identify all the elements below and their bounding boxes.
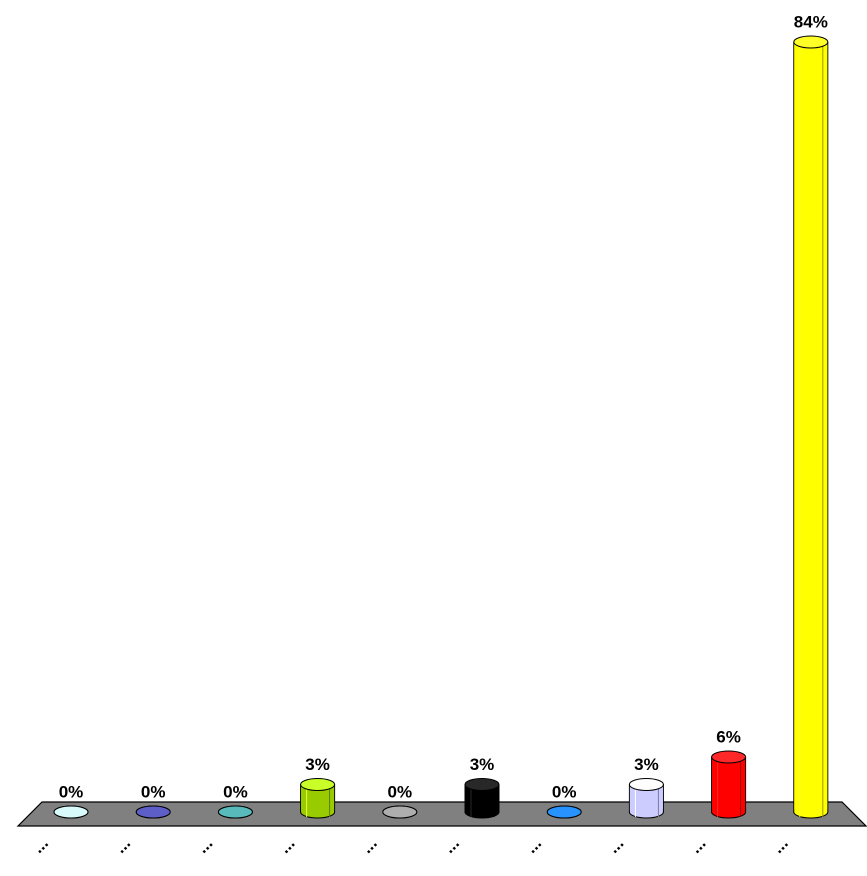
bar [300,778,336,819]
value-label: 0% [59,782,84,801]
bar-top [546,805,582,819]
bar-top [53,805,89,819]
x-tick-label: ... [604,834,627,857]
value-label: 3% [305,755,330,774]
value-label: 0% [552,782,577,801]
value-label: 3% [470,755,495,774]
x-tick-label: ... [193,834,216,857]
bar [217,805,253,819]
bar [382,805,418,819]
bar-top [793,35,829,49]
value-label: 0% [388,782,413,801]
bar [546,805,582,819]
value-label: 0% [141,782,166,801]
value-label: 84% [794,12,828,31]
bar-top [464,778,500,791]
bar [711,750,747,819]
x-tick-label: ... [275,834,298,857]
x-tick-label: ... [29,834,52,857]
x-tick-label: ... [357,834,380,857]
bar [53,805,89,819]
bar-top [382,805,418,819]
bar [464,778,500,819]
x-tick-label: ... [522,834,545,857]
x-tick-label: ... [440,834,463,857]
bar [793,35,829,819]
x-tick-label: ... [768,834,791,857]
bar-top [135,805,171,819]
x-tick-label: ... [686,834,709,857]
bar [135,805,171,819]
bar-top [711,750,747,764]
bar-top [300,778,336,791]
value-label: 0% [223,782,248,801]
bar-top [628,778,664,791]
bar [628,778,664,819]
value-label: 6% [716,727,741,746]
value-label: 3% [634,755,659,774]
bar-top [217,805,253,819]
x-tick-label: ... [111,834,134,857]
